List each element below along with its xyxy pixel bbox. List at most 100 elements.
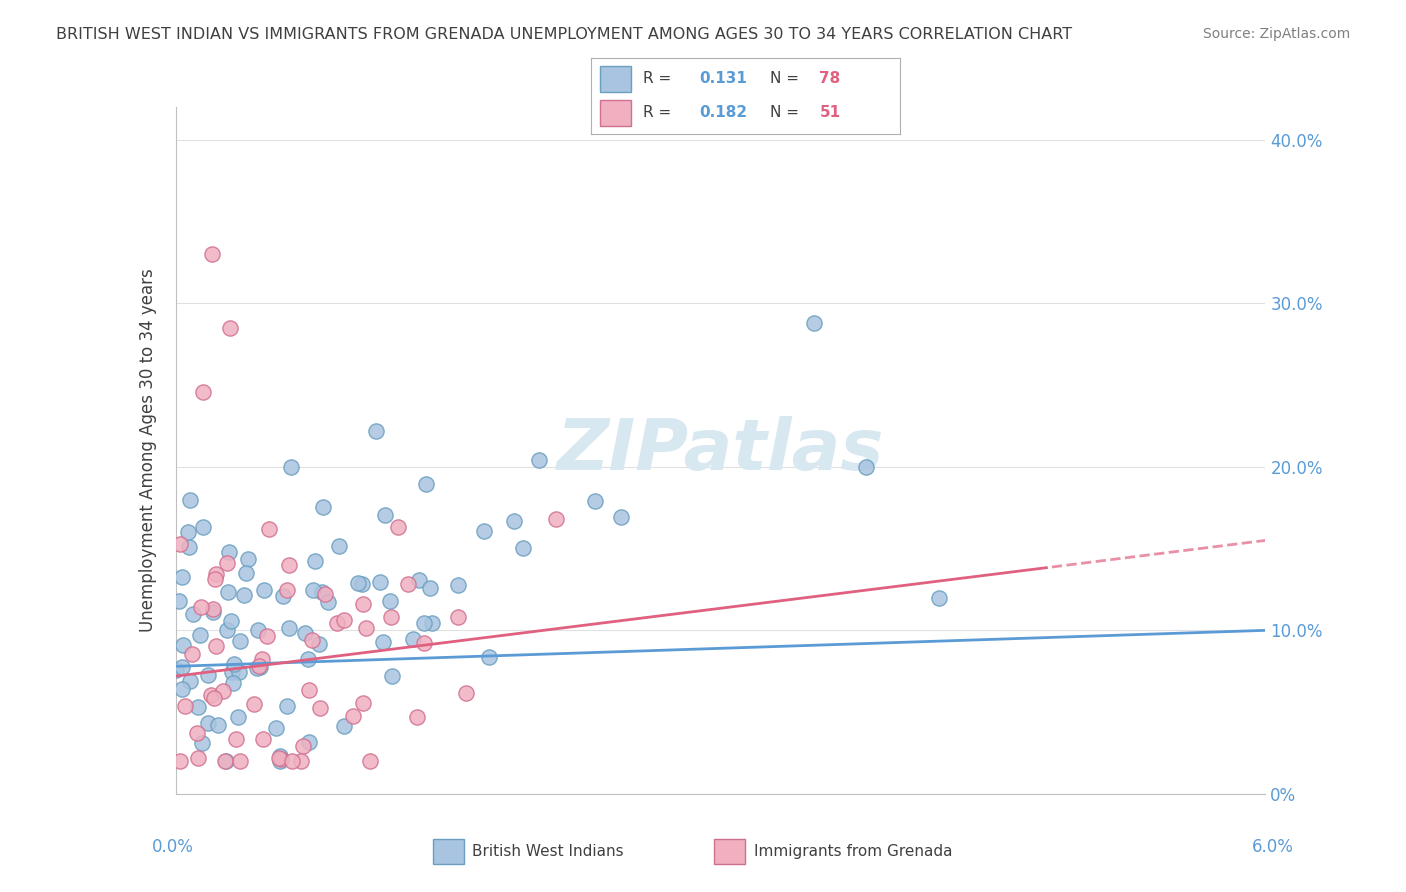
Text: 0.182: 0.182 bbox=[699, 105, 747, 120]
Immigrants from Grenada bbox=[186, 726, 208, 740]
British West Indians bbox=[170, 569, 193, 583]
British West Indians bbox=[408, 573, 430, 587]
British West Indians bbox=[276, 698, 298, 713]
Immigrants from Grenada bbox=[387, 520, 409, 534]
British West Indians bbox=[304, 554, 326, 568]
Immigrants from Grenada bbox=[225, 732, 247, 747]
British West Indians bbox=[294, 626, 316, 640]
Immigrants from Grenada bbox=[187, 751, 209, 765]
Y-axis label: Unemployment Among Ages 30 to 34 years: Unemployment Among Ages 30 to 34 years bbox=[139, 268, 157, 632]
British West Indians bbox=[226, 710, 249, 724]
British West Indians bbox=[238, 551, 260, 566]
British West Indians bbox=[172, 682, 194, 697]
Immigrants from Grenada bbox=[380, 610, 402, 624]
Immigrants from Grenada bbox=[354, 621, 377, 635]
Text: ZIPatlas: ZIPatlas bbox=[557, 416, 884, 485]
Immigrants from Grenada bbox=[215, 557, 238, 571]
British West Indians bbox=[222, 657, 245, 671]
British West Indians bbox=[478, 649, 501, 664]
Immigrants from Grenada bbox=[396, 577, 419, 591]
British West Indians bbox=[373, 635, 395, 649]
Bar bbox=[714, 839, 745, 864]
Immigrants from Grenada bbox=[205, 567, 228, 582]
British West Indians bbox=[232, 588, 254, 602]
British West Indians bbox=[222, 675, 245, 690]
Immigrants from Grenada bbox=[169, 754, 191, 768]
Immigrants from Grenada bbox=[359, 754, 381, 768]
British West Indians bbox=[280, 459, 302, 474]
British West Indians bbox=[381, 668, 404, 682]
British West Indians bbox=[271, 589, 294, 603]
British West Indians bbox=[218, 545, 240, 559]
British West Indians bbox=[472, 524, 495, 538]
British West Indians bbox=[235, 566, 257, 581]
Immigrants from Grenada bbox=[190, 599, 212, 614]
British West Indians bbox=[219, 615, 242, 629]
British West Indians bbox=[188, 628, 211, 642]
British West Indians bbox=[610, 509, 633, 524]
Text: Immigrants from Grenada: Immigrants from Grenada bbox=[754, 845, 952, 859]
British West Indians bbox=[187, 700, 209, 714]
Immigrants from Grenada bbox=[257, 522, 280, 536]
Immigrants from Grenada bbox=[314, 587, 336, 601]
Text: British West Indians: British West Indians bbox=[472, 845, 624, 859]
British West Indians bbox=[297, 652, 319, 666]
British West Indians bbox=[368, 574, 391, 589]
British West Indians bbox=[318, 595, 340, 609]
British West Indians bbox=[332, 719, 354, 733]
Immigrants from Grenada bbox=[454, 686, 477, 700]
Immigrants from Grenada bbox=[290, 754, 312, 768]
Immigrants from Grenada bbox=[277, 558, 299, 572]
Immigrants from Grenada bbox=[202, 690, 225, 705]
British West Indians bbox=[298, 735, 321, 749]
British West Indians bbox=[855, 459, 877, 474]
Immigrants from Grenada bbox=[201, 247, 224, 261]
Immigrants from Grenada bbox=[301, 633, 323, 648]
British West Indians bbox=[374, 508, 396, 522]
Immigrants from Grenada bbox=[270, 752, 292, 766]
Immigrants from Grenada bbox=[250, 651, 273, 665]
Immigrants from Grenada bbox=[406, 710, 429, 724]
British West Indians bbox=[179, 673, 201, 688]
British West Indians bbox=[583, 493, 606, 508]
Text: R =: R = bbox=[643, 105, 676, 120]
Immigrants from Grenada bbox=[333, 613, 356, 627]
British West Indians bbox=[228, 665, 250, 679]
British West Indians bbox=[278, 622, 301, 636]
British West Indians bbox=[183, 607, 205, 621]
British West Indians bbox=[328, 539, 350, 553]
British West Indians bbox=[447, 578, 470, 592]
British West Indians bbox=[402, 632, 425, 646]
British West Indians bbox=[347, 576, 370, 591]
Immigrants from Grenada bbox=[252, 731, 274, 746]
Bar bbox=[600, 100, 631, 126]
British West Indians bbox=[350, 576, 373, 591]
British West Indians bbox=[179, 540, 201, 554]
Immigrants from Grenada bbox=[219, 321, 242, 335]
British West Indians bbox=[302, 582, 325, 597]
Immigrants from Grenada bbox=[200, 688, 222, 702]
British West Indians bbox=[928, 591, 950, 605]
Immigrants from Grenada bbox=[169, 537, 191, 551]
British West Indians bbox=[308, 637, 330, 651]
Immigrants from Grenada bbox=[280, 754, 302, 768]
Text: 51: 51 bbox=[820, 105, 841, 120]
Immigrants from Grenada bbox=[447, 610, 470, 624]
Immigrants from Grenada bbox=[214, 754, 236, 768]
British West Indians bbox=[217, 584, 239, 599]
British West Indians bbox=[249, 659, 271, 673]
Immigrants from Grenada bbox=[326, 616, 349, 631]
British West Indians bbox=[378, 594, 401, 608]
British West Indians bbox=[512, 541, 534, 555]
British West Indians bbox=[311, 585, 333, 599]
Text: N =: N = bbox=[770, 71, 804, 86]
Immigrants from Grenada bbox=[243, 697, 266, 711]
Immigrants from Grenada bbox=[276, 582, 298, 597]
Text: 0.0%: 0.0% bbox=[152, 838, 194, 855]
British West Indians bbox=[269, 754, 291, 768]
Immigrants from Grenada bbox=[352, 696, 374, 710]
Immigrants from Grenada bbox=[269, 751, 291, 765]
British West Indians bbox=[503, 514, 526, 528]
British West Indians bbox=[179, 492, 201, 507]
British West Indians bbox=[165, 664, 187, 678]
